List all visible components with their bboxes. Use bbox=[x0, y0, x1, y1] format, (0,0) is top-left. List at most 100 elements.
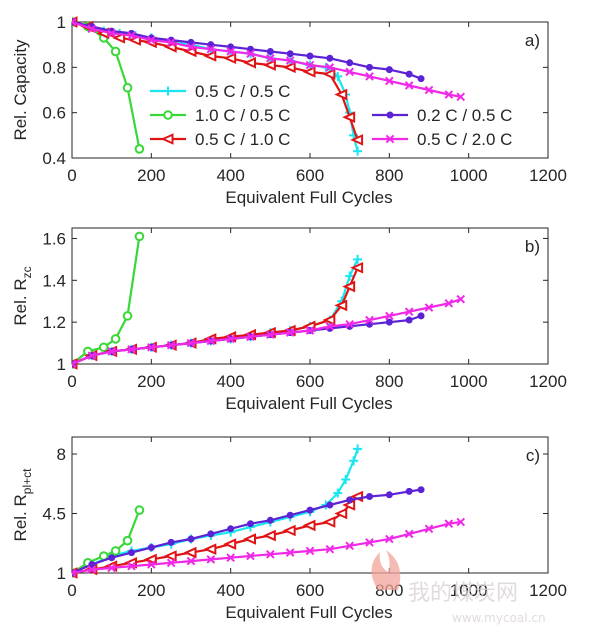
panel-c-series-point bbox=[385, 534, 394, 544]
panel-c-series-point bbox=[207, 530, 215, 538]
panel-c-xtick-label: 400 bbox=[216, 581, 244, 600]
panel-c-ytick-label: 1 bbox=[57, 564, 66, 583]
panel-a-series-point bbox=[266, 53, 275, 63]
legend: 0.5 C / 0.5 C 1.0 C / 0.5 C 0.5 C / 1.0 C 0… bbox=[150, 82, 512, 149]
panel-b-xtick-label: 200 bbox=[137, 372, 165, 391]
panel-a: 0 200 400 600 800 1000 1200 0.4 0.6 0.8 1 Equivalen… bbox=[11, 13, 567, 207]
panel-b-series-point bbox=[404, 307, 414, 316]
panel-a-series-point-b bbox=[107, 29, 116, 38]
panel-a-series-point bbox=[305, 60, 315, 70]
panel-c-series-point-b bbox=[266, 549, 275, 559]
panel-c-xtick-label: 1200 bbox=[529, 581, 567, 600]
panel-c-series-point bbox=[246, 551, 255, 561]
legend-swatch-marker bbox=[163, 86, 173, 96]
panel-c-series-point bbox=[206, 555, 216, 564]
panel-b-series-point bbox=[345, 271, 355, 281]
panel-b-series-point bbox=[134, 231, 145, 242]
panel-a-series-point bbox=[110, 46, 121, 57]
panel-c-series-point bbox=[305, 546, 315, 556]
panel-b-series-point-b bbox=[166, 340, 176, 350]
panel-c-series-point-b bbox=[226, 553, 235, 563]
legend-item: 0.2 C / 0.5 C bbox=[372, 106, 512, 125]
panel-c-series-point-b bbox=[385, 534, 394, 544]
panel-c-series-point bbox=[302, 519, 316, 532]
panel-a-series-point bbox=[417, 75, 425, 83]
panel-b-series-group bbox=[72, 231, 466, 370]
panel-b-ylabel-sub: zc bbox=[20, 266, 34, 278]
panel-a-series-point bbox=[186, 42, 196, 52]
panel-c-series-point bbox=[341, 475, 351, 484]
panel-c-series-point-b bbox=[127, 561, 136, 571]
panel-c-series-point bbox=[203, 543, 217, 555]
panel-a-series-point bbox=[246, 49, 255, 59]
panel-c-series-point-b bbox=[305, 546, 315, 556]
panel-c-series-point bbox=[247, 520, 254, 528]
panel-c-ytick-label: 8 bbox=[57, 445, 66, 464]
panel-c-series-point-b bbox=[345, 541, 354, 551]
panel-c-series-point-a bbox=[72, 571, 77, 578]
panel-a-series-point bbox=[127, 31, 136, 40]
panel-c-series-point bbox=[405, 487, 413, 495]
panel-b-series-point-b bbox=[206, 336, 216, 346]
legend-item: 0.5 C / 0.5 C bbox=[150, 82, 290, 101]
legend-item: 1.0 C / 0.5 C bbox=[150, 106, 290, 125]
panel-c-series-point bbox=[147, 544, 155, 551]
panel-a-series-point-b bbox=[226, 47, 235, 56]
panel-b-series-point bbox=[87, 351, 97, 360]
panel-a-series-point bbox=[385, 76, 394, 86]
panel-c-series-point-b bbox=[72, 568, 77, 575]
panel-c-series-point bbox=[187, 535, 195, 543]
panel-b-series-point-b bbox=[424, 303, 434, 312]
panel-a-series-point bbox=[206, 44, 216, 54]
panel-a-series-point-b bbox=[404, 81, 414, 90]
panel-c-series-point-b bbox=[107, 563, 116, 573]
panel-a-series-point bbox=[223, 52, 237, 65]
panel-c-series-point bbox=[167, 538, 175, 546]
panel-c-xtick-label: 0 bbox=[67, 581, 76, 600]
panel-c-series-4 bbox=[72, 517, 466, 578]
panel-a-series-point bbox=[302, 66, 316, 78]
legend-label: 0.5 C / 0.5 C bbox=[195, 82, 290, 101]
panel-c-series-point-b bbox=[365, 538, 374, 547]
panel-a-series-point-b bbox=[424, 85, 434, 95]
panel-c-series-point bbox=[366, 493, 373, 500]
panel-c-series-point bbox=[456, 517, 466, 527]
panel-b-axes-box bbox=[71, 227, 549, 365]
panel-c-series-point bbox=[306, 506, 314, 514]
panel-c-series-point bbox=[183, 546, 197, 559]
panel-b-series-point bbox=[325, 322, 335, 331]
panel-c-series-point bbox=[223, 538, 237, 550]
panel-c-xtick-label: 1000 bbox=[450, 581, 488, 600]
panel-c-series-point bbox=[227, 525, 235, 533]
panel-b-ytick-label: 1.2 bbox=[42, 313, 66, 332]
panel-a-ytick-label: 0.4 bbox=[42, 149, 66, 168]
panel-b-series-point-b bbox=[107, 347, 116, 356]
panel-a-series-point bbox=[424, 85, 434, 95]
panel-c-series-point bbox=[186, 556, 196, 566]
panel-a-xtick-label: 600 bbox=[296, 166, 324, 185]
panel-a-series-point bbox=[404, 81, 414, 90]
panel-b-series-point bbox=[107, 347, 116, 356]
panel-b-series-point bbox=[322, 314, 336, 326]
watermark-url: www.mycoal.cn bbox=[452, 611, 546, 625]
panel-b-series-point-b bbox=[325, 322, 335, 331]
panel-b-series-point-b bbox=[186, 338, 196, 348]
flame-logo bbox=[371, 550, 401, 590]
panel-a-series-point bbox=[266, 47, 274, 55]
panel-a-series-point-b bbox=[365, 72, 374, 81]
panel-c-series-point bbox=[333, 488, 343, 498]
watermark-brand: 我的煤炭网 bbox=[408, 581, 518, 606]
panel-a-series-point bbox=[87, 24, 97, 34]
panel-c-ytick-label: 4.5 bbox=[42, 505, 66, 524]
panel-c-xtick-label: 600 bbox=[296, 581, 324, 600]
panel-b-series-point bbox=[226, 334, 235, 344]
panel-a-series-4 bbox=[72, 17, 466, 102]
panel-c-series-point bbox=[107, 563, 116, 573]
panel-b-xtick-label: 400 bbox=[216, 372, 244, 391]
panel-b-series-point bbox=[285, 328, 295, 337]
panel-a-series-point-b bbox=[285, 56, 295, 65]
panel-c-series-point bbox=[322, 516, 336, 528]
panel-a-series-point bbox=[385, 66, 393, 74]
panel-c-series-point bbox=[108, 554, 116, 562]
